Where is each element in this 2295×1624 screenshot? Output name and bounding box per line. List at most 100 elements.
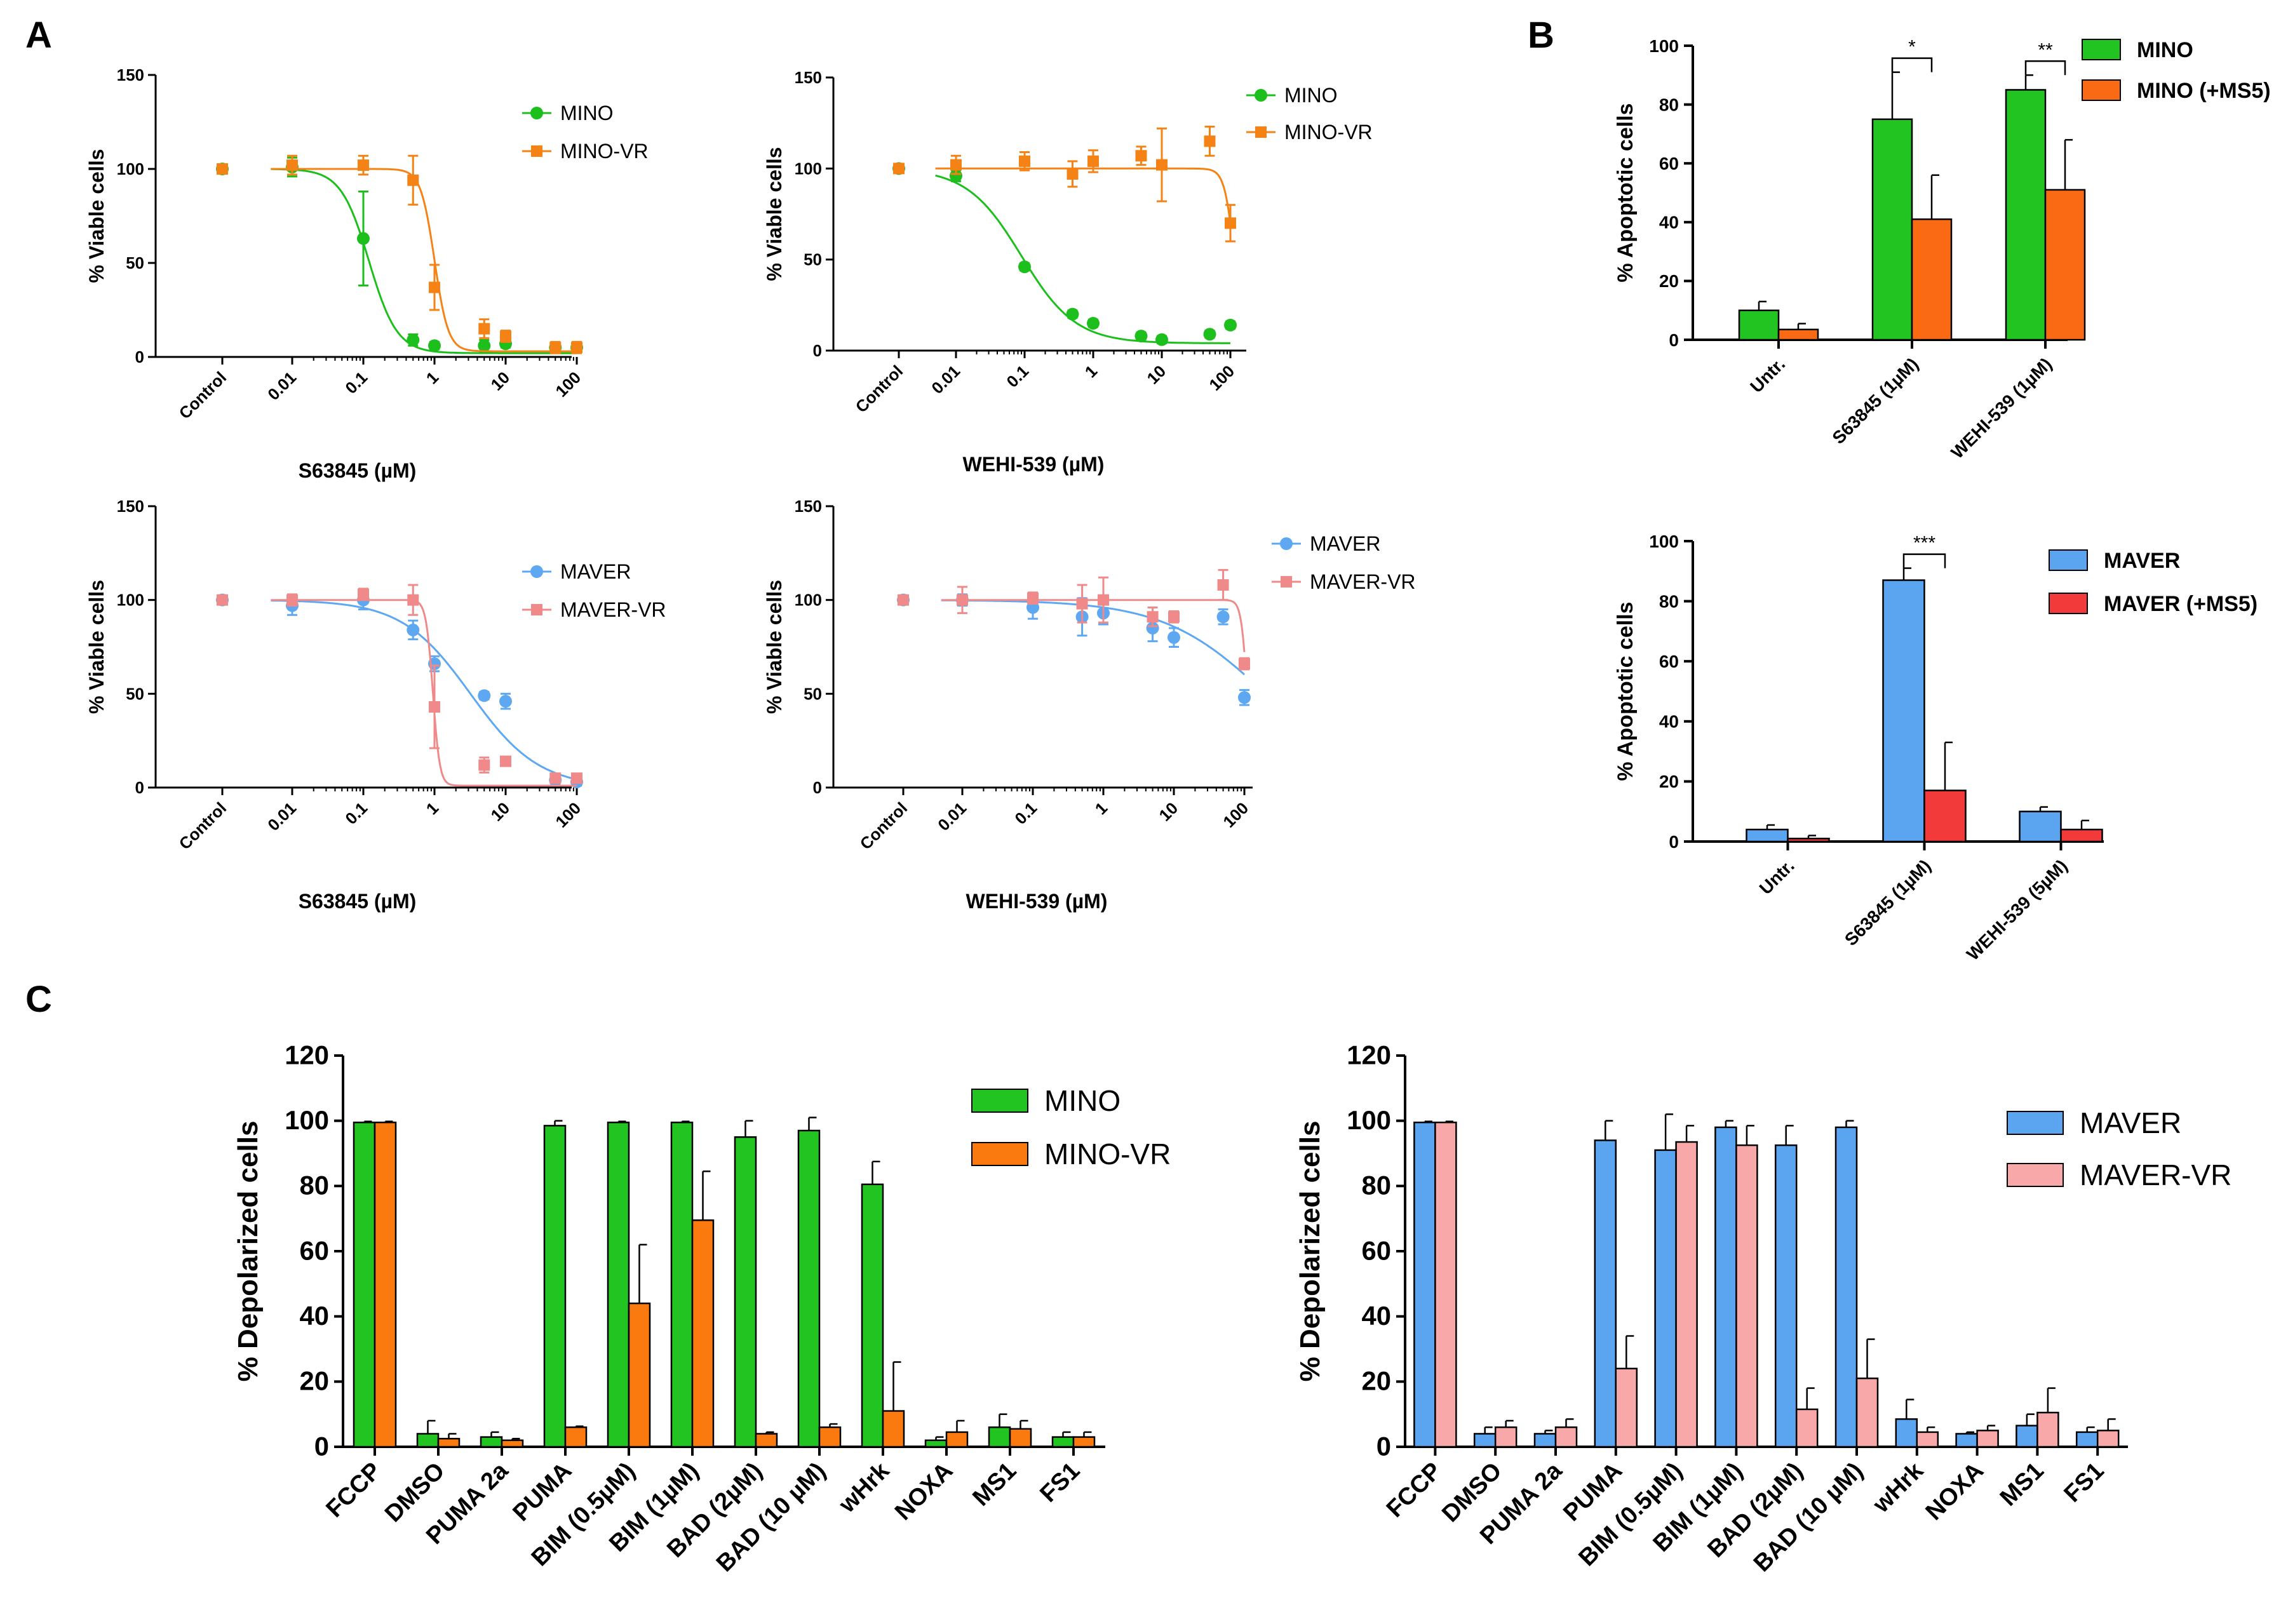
y-tick-label: 40 (1659, 712, 1679, 732)
y-tick-label: 150 (117, 497, 144, 516)
legend-swatch (2049, 593, 2088, 614)
x-tick-label: 0.1 (341, 368, 371, 398)
panel-label-b: B (1528, 15, 1554, 56)
data-point (1156, 159, 1168, 171)
legend-label: MAVER-VR (2080, 1158, 2231, 1191)
x-tick-label: 0.01 (934, 798, 970, 835)
data-point (286, 594, 298, 606)
bar-maver-vr-noxa (1976, 1430, 1999, 1448)
data-point (407, 594, 419, 606)
fit-curve-mino (935, 174, 1230, 344)
y-tick-label: 120 (285, 1040, 329, 1070)
data-point (429, 701, 440, 713)
bar-maver-wehi-539-5-m (2019, 810, 2062, 843)
category-label: S63845 (1µM) (1828, 354, 1922, 448)
legend-label: MINO (560, 102, 614, 124)
category-label: BAD (10 µM) (711, 1458, 831, 1577)
data-point (478, 339, 491, 352)
data-point (478, 323, 490, 335)
legend-item-mino-vr: MINO-VR (1246, 121, 1373, 144)
y-tick-label: 0 (1669, 330, 1679, 350)
bar-mino-vr-noxa (945, 1431, 969, 1448)
x-tick-label: Control (175, 798, 231, 854)
legend-item-mino-vr: MINO-VR (971, 1137, 1171, 1171)
bar-mino-puma (543, 1125, 567, 1448)
bar-maver-fs1 (2075, 1431, 2099, 1448)
legend-item-maver-vr: MAVER-VR (2007, 1158, 2231, 1191)
x-tick-label: 0.1 (1011, 798, 1040, 828)
legend-item-mino: MINO (1246, 84, 1338, 107)
category-label: FS1 (2059, 1458, 2110, 1508)
y-tick-label: 100 (285, 1105, 329, 1135)
y-axis-title: % Apoptotic cells (1613, 601, 1638, 781)
fit-curve-maver-vr (271, 599, 577, 787)
bar-mino-ms5-s63845-1-m (1911, 218, 1953, 341)
y-tick-label: 0 (314, 1431, 329, 1461)
y-tick-label: 20 (1362, 1366, 1392, 1396)
y-tick-label: 50 (804, 250, 822, 269)
dose-response-chart-a1: 0 50 100 150 Control 0.01 0.1 1 10 100 % Viable ce… (85, 65, 649, 482)
category-label: wHrk (1868, 1457, 1929, 1519)
data-point (407, 174, 419, 186)
legend-swatch (2049, 549, 2088, 571)
legend-item-maver: MAVER (2049, 549, 2180, 573)
data-point (1087, 155, 1099, 167)
dose-response-chart-a4: 0 50 100 150 Control 0.01 0.1 1 10 100 % Viable ce… (763, 497, 1416, 913)
category-label: wHrk (833, 1457, 895, 1519)
legend-swatch (2007, 1163, 2064, 1187)
x-tick-label: 0.01 (264, 798, 300, 835)
data-point (898, 594, 909, 606)
bar-maver-vr-ms1 (2036, 1411, 2059, 1448)
bar-maver-ms5-untr (1787, 838, 1830, 843)
y-tick-label: 60 (1659, 652, 1679, 671)
y-tick-label: 100 (1347, 1105, 1391, 1135)
legend-label: MINO (1284, 84, 1338, 107)
legend-swatch (971, 1089, 1028, 1113)
data-point (428, 339, 441, 352)
legend-label: MINO-VR (1284, 121, 1373, 144)
bar-maver-vr-whrk (1916, 1431, 1939, 1448)
x-tick-label: 1 (1091, 798, 1111, 818)
y-tick-label: 120 (1347, 1040, 1391, 1070)
data-point (429, 281, 440, 293)
significance-bracket (1891, 57, 1933, 72)
legend-label: MAVER-VR (1310, 570, 1416, 593)
bar-mino-dmso (416, 1433, 440, 1448)
bar-maver-bim-1-m (1714, 1126, 1737, 1448)
bar-mino-puma-2a (480, 1436, 503, 1448)
bar-maver-ms1 (2016, 1425, 2038, 1448)
category-label: Untr. (1746, 354, 1789, 396)
legend-item-mino: MINO (522, 102, 614, 124)
bar-mino-fs1 (1051, 1436, 1075, 1448)
dose-response-chart-a2: 0 50 100 150 Control 0.01 0.1 1 10 100 % Viable ce… (763, 68, 1373, 476)
y-tick-label: 60 (1362, 1235, 1392, 1265)
legend-label: MAVER (560, 560, 631, 583)
legend-marker (1255, 89, 1267, 102)
x-tick-label: 10 (487, 368, 514, 394)
bar-maver-dmso (1473, 1433, 1497, 1448)
data-point (1168, 611, 1180, 623)
legend-item-mino-ms5: MINO (+MS5) (2082, 79, 2271, 103)
y-tick-label: 0 (813, 341, 822, 360)
y-tick-label: 100 (795, 591, 822, 610)
data-point (1134, 330, 1148, 343)
data-point (549, 342, 562, 354)
legend-item-maver: MAVER (1272, 532, 1380, 555)
data-point (217, 594, 228, 606)
data-point (1067, 168, 1079, 180)
panel-label-a: A (25, 15, 52, 56)
y-axis-title: % Viable cells (763, 147, 786, 281)
data-point (957, 594, 968, 606)
bar-maver-vr-bim-1-m (1735, 1144, 1758, 1448)
series-maver (216, 589, 583, 789)
legend-marker (531, 145, 542, 157)
fit-curve-maver-vr (941, 599, 1246, 652)
y-tick-label: 100 (117, 159, 144, 178)
legend-marker (530, 107, 543, 119)
category-label: WEHI-539 (1µM) (1947, 354, 2056, 462)
y-tick-label: 50 (804, 684, 822, 703)
data-point (1216, 610, 1230, 624)
bar-mino-noxa (924, 1439, 948, 1448)
fit-curve-maver (271, 600, 577, 781)
category-label: FS1 (1035, 1458, 1085, 1508)
